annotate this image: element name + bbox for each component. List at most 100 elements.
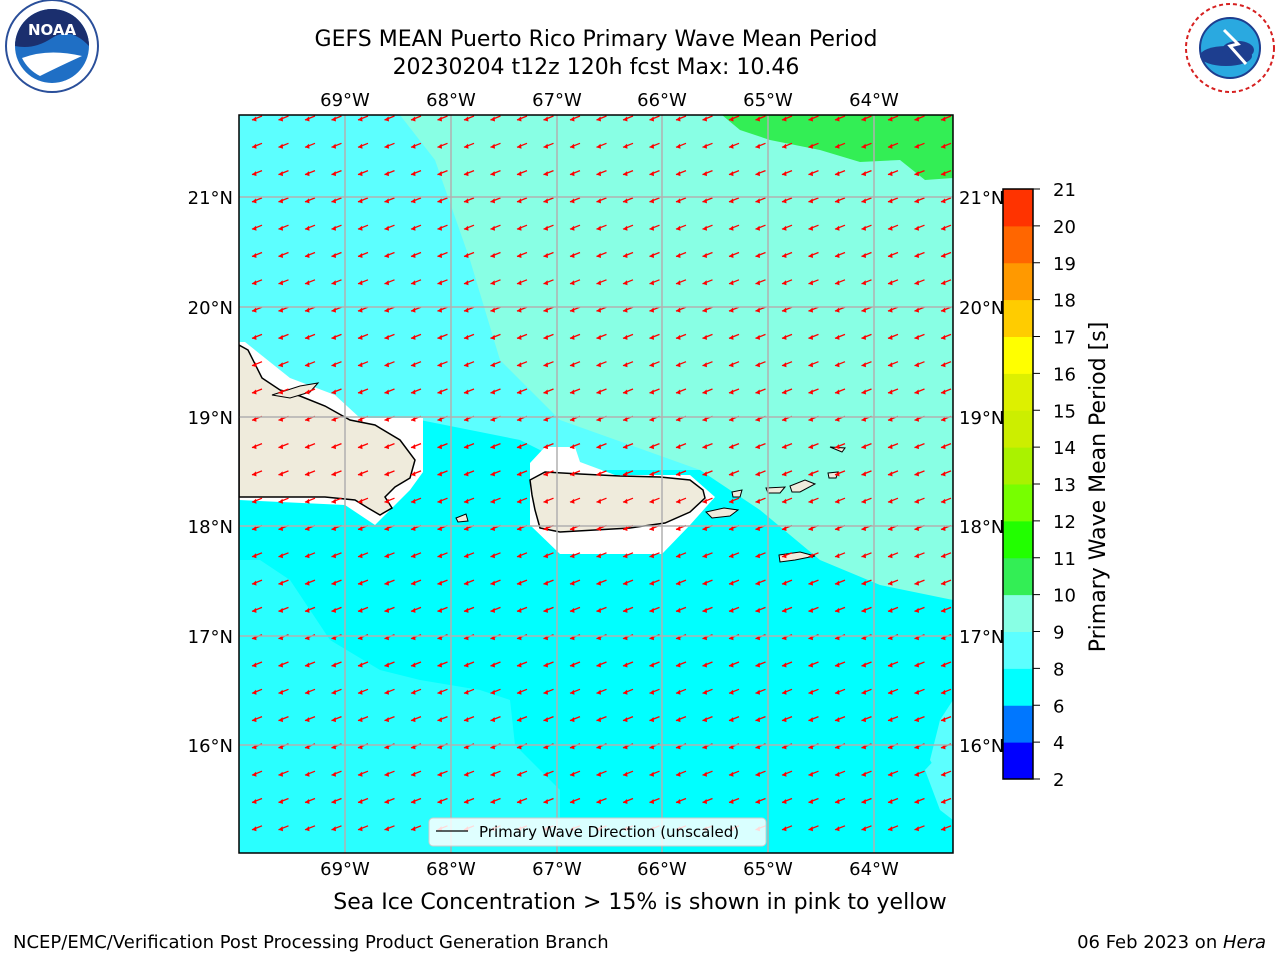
wave-vector-head [676, 498, 681, 504]
wave-vector-head [702, 607, 707, 613]
wave-vector-head [437, 498, 442, 504]
wave-vector-head [782, 198, 787, 204]
wave-vector-head [888, 198, 893, 204]
wave-vector-head [835, 607, 840, 613]
wave-vector-head [490, 143, 495, 149]
wave-vector-head [808, 389, 813, 395]
wave-vector-head [676, 553, 681, 559]
lon-label: 66°W [637, 859, 687, 880]
wave-vector-head [252, 498, 257, 504]
wave-vector-head [252, 771, 257, 777]
wave-vector-head [384, 389, 389, 395]
wave-vector-head [252, 689, 257, 695]
wave-vector-head [490, 717, 495, 723]
wave-vector-head [517, 280, 522, 286]
wave-vector-head [861, 471, 866, 477]
colorbar-segment [1003, 299, 1033, 337]
wave-vector-head [411, 607, 416, 613]
wave-vector-head [331, 198, 336, 204]
wave-vector-head [411, 280, 416, 286]
wave-vector-head [782, 143, 787, 149]
wave-vector-head [649, 553, 654, 559]
wave-vector-head [252, 171, 257, 177]
wave-vector-head [808, 607, 813, 613]
wave-vector-head [384, 498, 389, 504]
wave-vector-head [782, 389, 787, 395]
wave-vector-head [596, 526, 601, 531]
colorbar-segment [1003, 262, 1033, 301]
wave-vector-head [252, 280, 257, 286]
wave-vector-head [305, 307, 310, 313]
wave-vector-head [702, 116, 707, 122]
wave-vector-head [411, 143, 416, 149]
lon-labels-top: 69°W 68°W 67°W 66°W 65°W 64°W [320, 90, 899, 111]
wave-vector-head [411, 116, 416, 122]
wave-vector-head [252, 416, 257, 422]
wave-vector-head [888, 662, 893, 668]
wave-vector-head [808, 116, 813, 122]
wave-vector-head [808, 225, 813, 231]
colorbar-segment [1003, 447, 1033, 485]
wave-vector-head [278, 662, 283, 668]
wave-vector-head [861, 498, 866, 504]
wave-vector-head [623, 607, 628, 613]
map-legend: Primary Wave Direction (unscaled) [428, 817, 767, 847]
wave-vector-head [941, 662, 946, 668]
wave-vector-head [331, 143, 336, 149]
wave-vector-head [464, 171, 469, 177]
wave-vector-head [543, 389, 548, 395]
wave-vector-head [543, 553, 548, 559]
wave-vector-head [808, 334, 813, 340]
wave-vector-head [914, 771, 919, 777]
wave-vector-head [888, 799, 893, 804]
wave-vector-head [358, 799, 363, 804]
wave-vector-head [702, 225, 707, 231]
lon-label: 65°W [743, 90, 793, 111]
wave-vector-head [808, 717, 813, 723]
wave-vector-head [543, 280, 548, 286]
chart-subtitle: 20230204 t12z 120h fcst Max: 10.46 [392, 55, 800, 80]
wave-vector-head [517, 607, 522, 613]
wave-vector-head [384, 662, 389, 668]
wave-vector-head [543, 198, 548, 204]
wave-vector-head [941, 389, 946, 395]
wave-vector-head [517, 444, 522, 450]
wave-vector-head [358, 662, 363, 668]
wave-vector-head [755, 143, 760, 149]
wave-vector-head [623, 116, 628, 122]
wave-vector-head [543, 307, 548, 313]
wave-vector-head [861, 526, 866, 531]
wave-vector-head [596, 771, 601, 777]
wave-period-field [239, 115, 953, 853]
wave-vector-head [331, 416, 336, 422]
wave-vector-head [729, 607, 734, 613]
wave-vector-head [835, 416, 840, 422]
wave-vector-head [702, 389, 707, 395]
wave-vector-head [808, 444, 813, 450]
wave-vector-head [464, 280, 469, 286]
wave-vector-head [384, 307, 389, 313]
wave-vector-head [278, 580, 283, 586]
wave-vector-head [490, 662, 495, 668]
wave-vector-head [676, 580, 681, 586]
lat-label: 19°N [188, 408, 233, 429]
wave-vector-head [596, 607, 601, 613]
wave-vector-head [278, 799, 283, 804]
wave-vector-head [861, 689, 866, 695]
wave-vector-head [543, 580, 548, 586]
lat-label: 18°N [188, 517, 233, 538]
wave-vector-head [755, 526, 760, 531]
wave-vector-head [490, 689, 495, 695]
wave-vector-head [278, 771, 283, 777]
wave-vector-head [782, 526, 787, 531]
colorbar-tick-label: 15 [1053, 401, 1076, 422]
wave-vector-head [623, 280, 628, 286]
wave-vector-head [278, 553, 283, 559]
wave-vector-head [729, 580, 734, 586]
wave-vector-head [623, 689, 628, 695]
wave-vector-head [914, 717, 919, 723]
wave-vector-head [570, 334, 575, 340]
wave-vector-head [941, 416, 946, 422]
wave-vector-head [411, 498, 416, 504]
wave-vector-head [649, 198, 654, 204]
